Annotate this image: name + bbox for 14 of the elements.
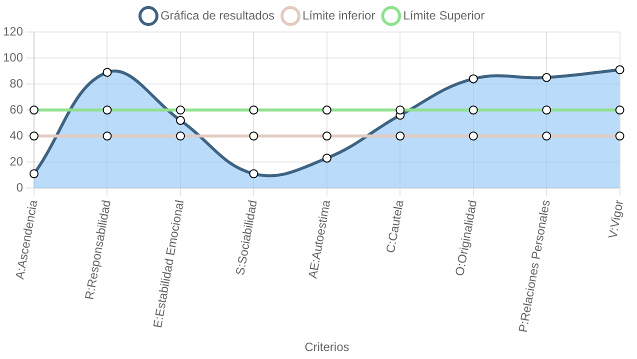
x-tick-label: P:Relaciones Personales (516, 198, 553, 334)
legend-label: Límite Superior (403, 8, 485, 22)
y-tick-label: 120 (2, 24, 24, 38)
y-tick-label: 80 (10, 76, 24, 90)
y-tick-label: 0 (16, 180, 24, 194)
x-tick-label: V:Vigor (606, 198, 626, 240)
y-tick-label: 40 (10, 128, 24, 142)
y-tick-label: 100 (2, 50, 24, 64)
x-axis-title: Criterios (304, 340, 350, 354)
y-tick-label: 20 (10, 154, 24, 168)
legend-label: Límite inferior (302, 8, 376, 22)
legend-label: Gráfica de resultados (160, 8, 275, 22)
x-tick-label: C:Cautela (383, 198, 406, 254)
y-tick-label: 60 (10, 102, 24, 116)
